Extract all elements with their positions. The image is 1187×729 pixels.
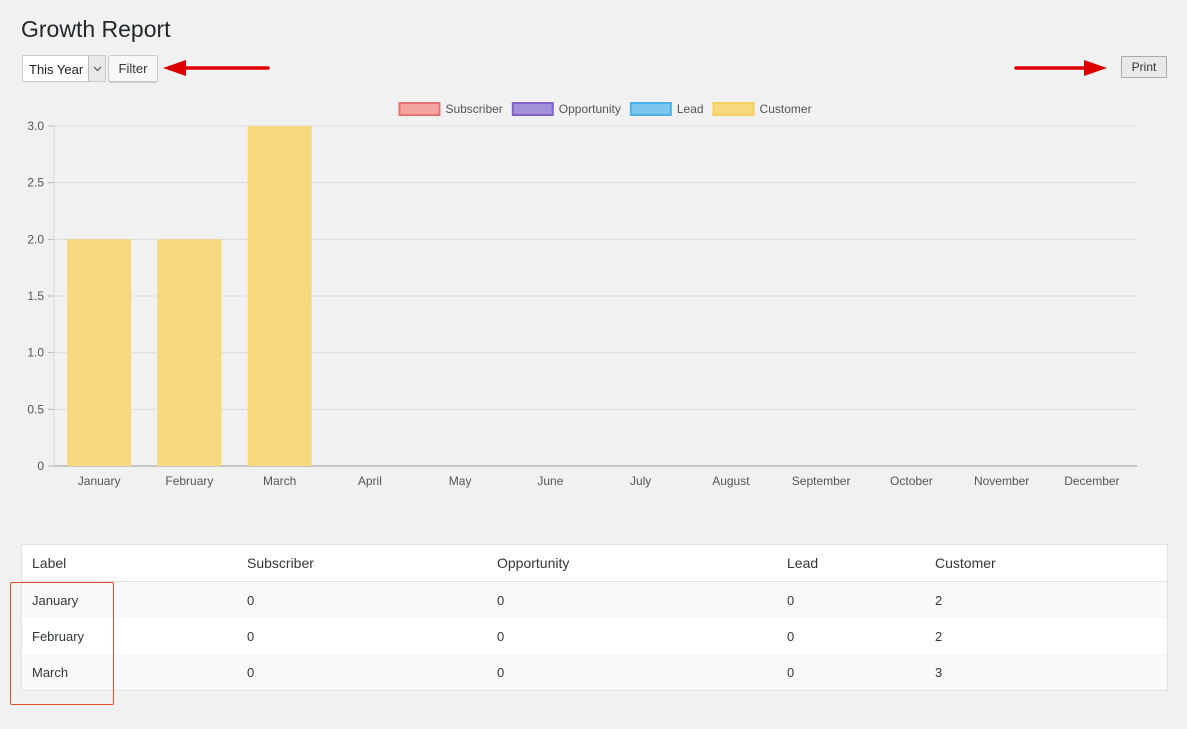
col-header-subscriber: Subscriber	[237, 545, 487, 582]
table-row: March 0 0 0 3	[22, 654, 1167, 690]
arrow-right-annotation	[1014, 60, 1107, 76]
x-tick-label: May	[449, 474, 472, 488]
cell-subscriber: 0	[237, 654, 487, 690]
cell-opportunity: 0	[497, 628, 505, 644]
legend-label-subscriber: Subscriber	[445, 102, 502, 116]
cell-label: February	[32, 628, 85, 644]
x-tick-label: September	[792, 474, 851, 488]
cell-customer: 3	[925, 654, 1167, 690]
cell-label: March	[22, 654, 237, 690]
period-select-value: This Year	[29, 62, 84, 77]
table-header-row: Label Subscriber Opportunity Lead Custom…	[22, 545, 1167, 582]
cell-opportunity: 0	[487, 581, 777, 618]
x-tick-label: November	[974, 474, 1029, 488]
bar-customer	[157, 239, 222, 466]
col-header-lead: Lead	[777, 545, 925, 582]
cell-subscriber: 0	[247, 628, 255, 644]
cell-opportunity: 0	[487, 654, 777, 690]
x-tick-label: December	[1064, 474, 1119, 488]
page-title: Growth Report	[21, 16, 171, 42]
y-tick-label: 0.5	[27, 402, 44, 416]
bar-customer	[247, 126, 312, 466]
legend-label-lead: Lead	[677, 102, 704, 116]
filter-button[interactable]: Filter	[108, 55, 158, 82]
arrow-left-annotation	[163, 60, 270, 76]
bar-customer	[67, 239, 132, 466]
legend-swatch-subscriber	[398, 102, 441, 116]
growth-bar-chart: 0 0.5 1.0 1.5 2.0 2.5 3.0 January February March A…	[27, 102, 1137, 488]
legend-swatch-lead	[629, 102, 672, 116]
cell-lead: 0	[787, 628, 795, 644]
cell-subscriber: 0	[237, 581, 487, 618]
legend-label-opportunity: Opportunity	[559, 102, 621, 116]
cell-label: January	[22, 581, 237, 618]
period-select[interactable]: This Year	[22, 55, 106, 82]
table-row: January 0 0 0 2	[22, 581, 1167, 618]
col-header-label: Label	[22, 545, 237, 582]
growth-table: Label Subscriber Opportunity Lead Custom…	[21, 544, 1168, 691]
cell-lead: 0	[777, 654, 925, 690]
x-tick-label: June	[537, 474, 563, 488]
legend-label-customer: Customer	[760, 102, 812, 116]
cell-lead: 0	[777, 581, 925, 618]
legend-swatch-opportunity	[511, 102, 554, 116]
x-tick-label: October	[890, 474, 933, 488]
cell-customer: 2	[925, 581, 1167, 618]
x-tick-label: March	[263, 474, 296, 488]
y-tick-label: 0	[37, 459, 44, 473]
label-column-highlight-annotation	[10, 582, 114, 705]
x-tick-label: January	[78, 474, 121, 488]
x-tick-label: February	[165, 474, 213, 488]
legend-swatch-customer	[712, 102, 755, 116]
y-tick-label: 3.0	[27, 119, 44, 133]
table-row: February 0 0 0 2	[22, 618, 1167, 654]
y-tick-label: 2.5	[27, 176, 44, 190]
y-tick-label: 2.0	[27, 232, 44, 246]
x-tick-label: April	[358, 474, 382, 488]
y-tick-label: 1.5	[27, 289, 44, 303]
col-header-customer: Customer	[925, 545, 1167, 582]
print-button[interactable]: Print	[1121, 56, 1167, 78]
cell-customer: 2	[935, 628, 943, 644]
x-tick-label: August	[712, 474, 750, 488]
col-header-opportunity: Opportunity	[487, 545, 777, 582]
chevron-down-icon[interactable]	[88, 56, 105, 81]
x-tick-label: July	[630, 474, 651, 488]
y-tick-label: 1.0	[27, 346, 44, 360]
